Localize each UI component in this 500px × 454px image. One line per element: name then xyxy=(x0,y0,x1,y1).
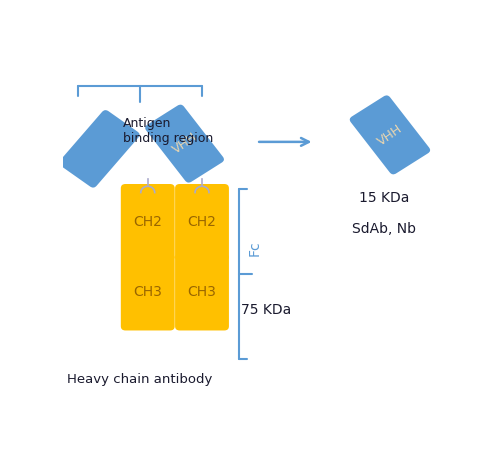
FancyBboxPatch shape xyxy=(59,110,140,188)
Text: VHH: VHH xyxy=(375,122,405,148)
FancyBboxPatch shape xyxy=(175,184,229,261)
Text: Heavy chain antibody: Heavy chain antibody xyxy=(68,373,212,386)
FancyBboxPatch shape xyxy=(350,95,430,174)
FancyBboxPatch shape xyxy=(145,104,224,183)
Text: CH3: CH3 xyxy=(134,285,162,299)
Text: 75 KDa: 75 KDa xyxy=(241,303,291,317)
Text: VHH: VHH xyxy=(170,130,200,157)
Text: Antigen
binding region: Antigen binding region xyxy=(122,118,213,145)
Text: 15 KDa: 15 KDa xyxy=(359,191,410,205)
Text: CH3: CH3 xyxy=(188,285,216,299)
FancyBboxPatch shape xyxy=(121,184,174,261)
FancyBboxPatch shape xyxy=(175,254,229,331)
Text: CH2: CH2 xyxy=(188,215,216,229)
Text: Fc: Fc xyxy=(248,241,262,257)
FancyBboxPatch shape xyxy=(121,254,174,331)
Text: CH2: CH2 xyxy=(134,215,162,229)
Text: SdAb, Nb: SdAb, Nb xyxy=(352,222,416,236)
